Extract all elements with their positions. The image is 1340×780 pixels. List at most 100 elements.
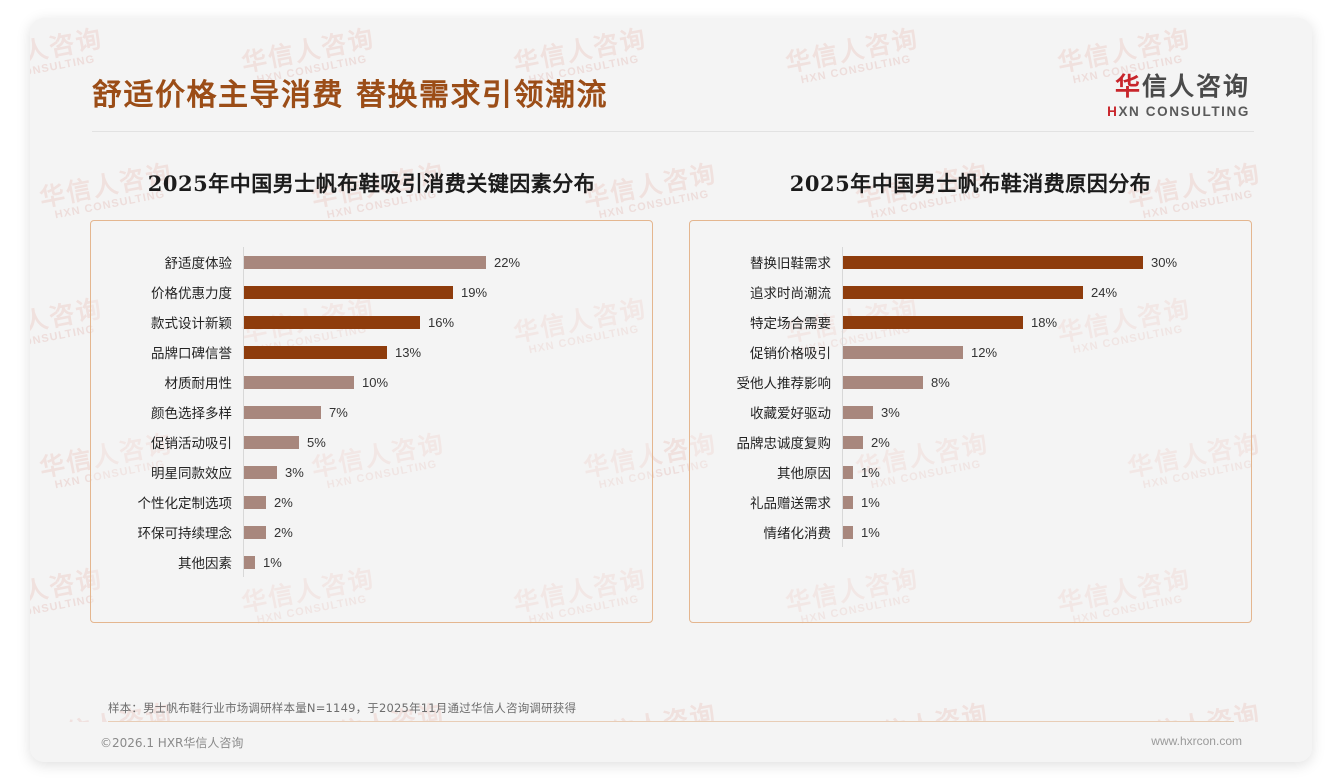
bar-category-label: 其他原因 [777,466,831,482]
page-title: 舒适价格主导消费 替换需求引领潮流 [92,78,608,113]
bar-value-label: 5% [307,434,326,450]
logo-chinese-accent: 华 [1114,72,1142,101]
bar [244,345,387,359]
footer-bar: ©2026.1 HXR华信人咨询 www.hxrcon.com [30,722,1312,762]
bar-track: 1% [842,457,1235,487]
bar-track: 2% [243,517,636,547]
bar-category-label: 受他人推荐影响 [736,376,832,392]
bar-value-label: 2% [274,524,293,540]
bar-row: 其他原因 1% [700,457,1235,487]
bar [244,435,299,449]
bar-category-label: 情绪化消费 [763,526,832,542]
bar-row: 环保可持续理念 2% [101,517,636,547]
chart-panel-right: 替换旧鞋需求 30% 追求时尚潮流 24% 特定场合需要 18% 促销价格吸引 12% 受他人推… [689,220,1252,623]
bar-track: 19% [243,277,636,307]
bar-track: 5% [243,427,636,457]
bar [843,525,853,539]
bar-row: 价格优惠力度 19% [101,277,636,307]
bar-value-label: 1% [861,464,880,480]
bar-row: 收藏爱好驱动 3% [700,397,1235,427]
bar-track: 10% [243,367,636,397]
bar-track: 1% [842,517,1235,547]
website-link[interactable]: www.hxrcon.com [1151,734,1242,748]
bar-category-label: 舒适度体验 [164,256,233,272]
chart-panel-left: 舒适度体验 22% 价格优惠力度 19% 款式设计新颖 16% 品牌口碑信誉 13% 材质耐用性… [90,220,653,623]
bar-rows-left: 舒适度体验 22% 价格优惠力度 19% 款式设计新颖 16% 品牌口碑信誉 13% 材质耐用性… [101,247,636,577]
bar-track: 30% [842,247,1235,277]
chart-title-left: 2025年中国男士帆布鞋吸引消费关键因素分布 [147,171,596,196]
brand-logo: 华信人咨询 HXN CONSULTING [1107,73,1250,119]
bar [244,285,453,299]
bar [843,375,923,389]
bar-value-label: 3% [881,404,900,420]
logo-english-accent: H [1107,103,1119,119]
bar-row: 舒适度体验 22% [101,247,636,277]
bar-category-label: 价格优惠力度 [151,286,232,302]
bar-track: 3% [243,457,636,487]
copyright-text: ©2026.1 HXR华信人咨询 [100,736,244,750]
bar [244,315,420,329]
bar [843,405,873,419]
bar [843,315,1023,329]
bar-value-label: 1% [861,494,880,510]
bar-value-label: 2% [274,494,293,510]
chart-title-right: 2025年中国男士帆布鞋消费原因分布 [789,171,1152,196]
bar-category-label: 材质耐用性 [164,376,233,392]
bar-track: 12% [842,337,1235,367]
charts-container: 2025年中国男士帆布鞋吸引消费关键因素分布 舒适度体验 22% 价格优惠力度 19%… [30,168,1312,623]
bar-track: 16% [243,307,636,337]
bar-value-label: 7% [329,404,348,420]
chart-column-left: 2025年中国男士帆布鞋吸引消费关键因素分布 舒适度体验 22% 价格优惠力度 19%… [30,168,671,623]
bar-category-label: 个性化定制选项 [137,496,233,512]
bar-category-label: 促销价格吸引 [750,346,831,362]
bar-row: 品牌口碑信誉 13% [101,337,636,367]
bar-track: 24% [842,277,1235,307]
bar-value-label: 18% [1031,314,1058,330]
bar-row: 情绪化消费 1% [700,517,1235,547]
slide: 华信人咨询 HXN CONSULTING 华信人咨询 HXN CONSULTING华信… [30,18,1312,762]
bar [244,525,266,539]
bar-value-label: 24% [1091,284,1118,300]
bar-row: 受他人推荐影响 8% [700,367,1235,397]
bar-track: 22% [243,247,636,277]
footer-divider [108,721,1234,722]
bar-value-label: 1% [861,524,880,540]
bar-row: 材质耐用性 10% [101,367,636,397]
bar-category-label: 促销活动吸引 [151,436,232,452]
bar [244,555,255,569]
bar-category-label: 特定场合需要 [750,316,831,332]
bar-category-label: 明星同款效应 [151,466,232,482]
bar-category-label: 款式设计新颖 [151,316,232,332]
bar-category-label: 礼品赠送需求 [750,496,831,512]
logo-english: HXN CONSULTING [1107,104,1250,119]
bar-category-label: 追求时尚潮流 [750,286,831,302]
bar [843,465,853,479]
sample-note: 样本：男士帆布鞋行业市场调研样本量N=1149，于2025年11月通过华信人咨询… [108,701,577,715]
bar-value-label: 19% [461,284,488,300]
bar-row: 颜色选择多样 7% [101,397,636,427]
bar-category-label: 品牌口碑信誉 [151,346,232,362]
bar-track: 1% [243,547,636,577]
bar [244,465,277,479]
bar-row: 促销价格吸引 12% [700,337,1235,367]
logo-english-rest: XN CONSULTING [1118,103,1250,119]
bar-track: 1% [842,487,1235,517]
bar [244,255,486,269]
bar-value-label: 8% [931,374,950,390]
bar-row: 款式设计新颖 16% [101,307,636,337]
bar-row: 个性化定制选项 2% [101,487,636,517]
bar-category-label: 环保可持续理念 [137,526,233,542]
bar-category-label: 品牌忠诚度复购 [736,436,832,452]
slide-header: 舒适价格主导消费 替换需求引领潮流 华信人咨询 HXN CONSULTING [30,18,1312,138]
bar-track: 18% [842,307,1235,337]
logo-chinese-rest: 信人咨询 [1141,72,1250,101]
bar [244,375,354,389]
bar-value-label: 16% [428,314,455,330]
bar-row: 品牌忠诚度复购 2% [700,427,1235,457]
bar-category-label: 替换旧鞋需求 [750,256,831,272]
bar-row: 礼品赠送需求 1% [700,487,1235,517]
bar-track: 13% [243,337,636,367]
bar [244,495,266,509]
bar-value-label: 3% [285,464,304,480]
bar-value-label: 30% [1151,254,1178,270]
